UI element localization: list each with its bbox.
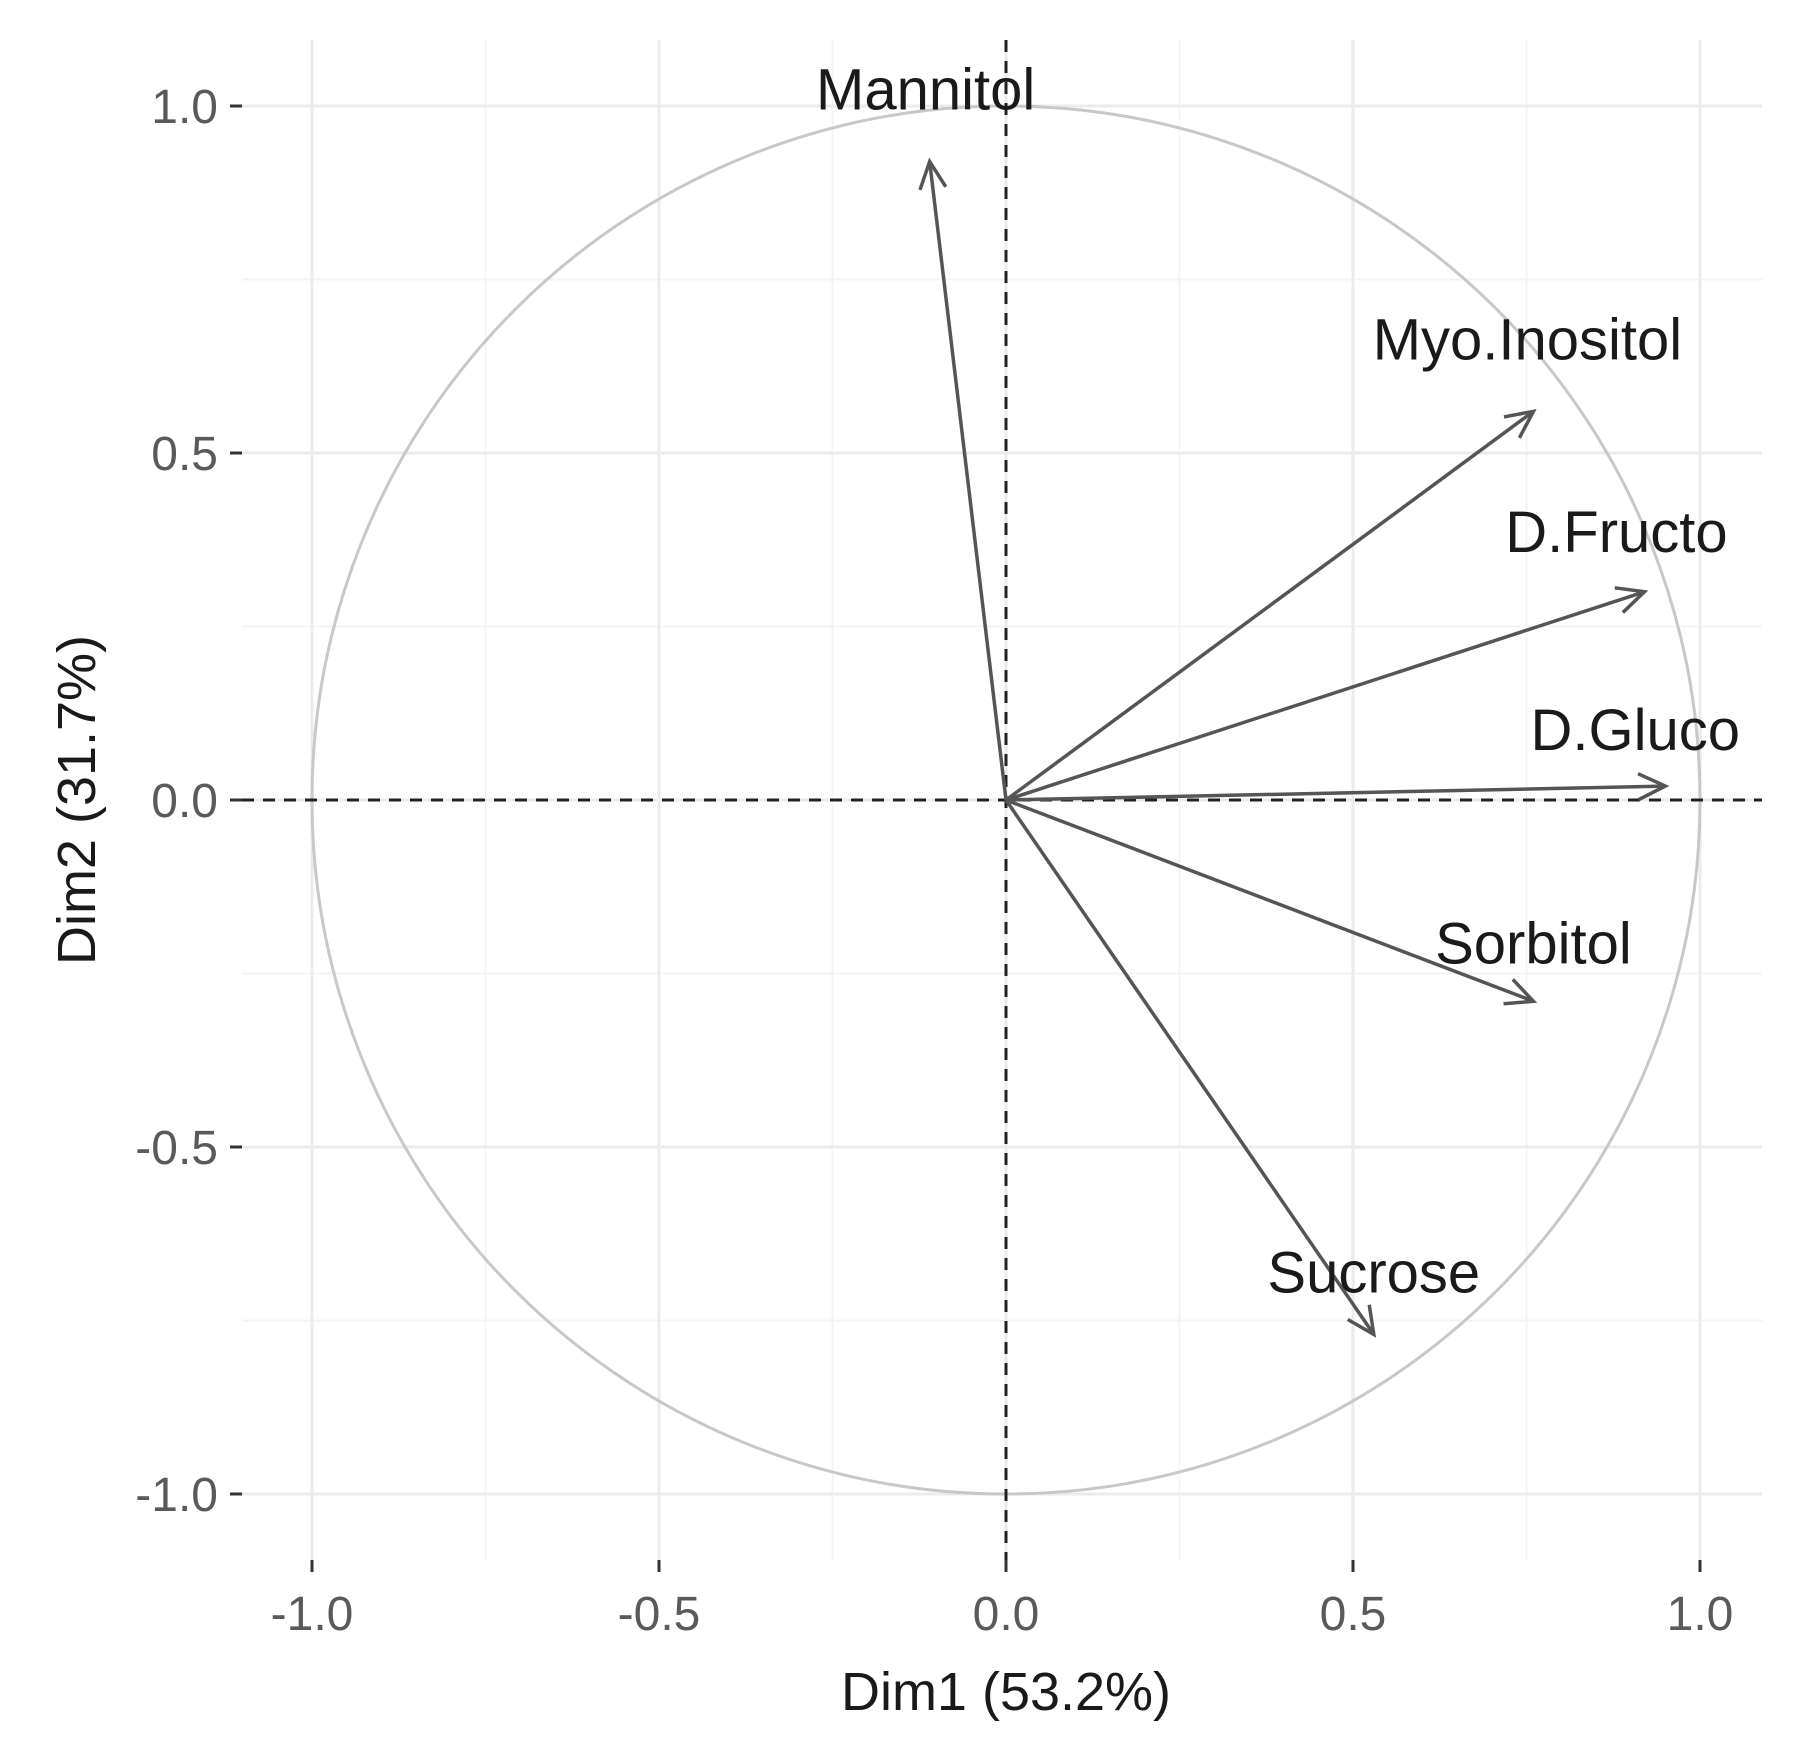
label-mannitol: Mannitol — [816, 58, 1035, 123]
x-tick-label: -0.5 — [618, 1588, 701, 1641]
label-sucrose: Sucrose — [1267, 1240, 1480, 1305]
y-tick-label: 0.0 — [151, 775, 218, 828]
y-axis: 1.0 0.5 0.0 -0.5 -1.0 — [135, 81, 242, 1522]
vector-myo-inositol — [1004, 409, 1535, 802]
vector-d-gluco — [1005, 784, 1666, 802]
y-tick-label: -0.5 — [135, 1122, 218, 1175]
vector-mannitol — [927, 161, 1008, 801]
x-axis: -1.0 -0.5 0.0 0.5 1.0 — [271, 1560, 1734, 1641]
x-tick-label: 0.0 — [973, 1588, 1040, 1641]
vector-sucrose — [1004, 799, 1376, 1336]
variable-labels: Mannitol Myo.Inositol D.Fructo D.Gluco Sorbi… — [816, 58, 1740, 1306]
label-sorbitol: Sorbitol — [1435, 911, 1632, 976]
y-axis-title: Dim2 (31.7%) — [47, 635, 107, 965]
x-tick-label: 0.5 — [1320, 1588, 1387, 1641]
label-myo-inositol: Myo.Inositol — [1373, 307, 1682, 372]
x-tick-label: -1.0 — [271, 1588, 354, 1641]
y-tick-label: -1.0 — [135, 1469, 218, 1522]
x-tick-label: 1.0 — [1667, 1588, 1734, 1641]
vector-sorbitol — [1005, 798, 1535, 1003]
arrowhead-d-gluco — [1637, 772, 1670, 802]
arrowhead-mannitol — [918, 157, 948, 191]
arrowhead-sorbitol — [1503, 978, 1538, 1006]
label-d-fructo: D.Fructo — [1505, 500, 1727, 565]
variable-vectors — [918, 157, 1670, 1338]
label-d-gluco: D.Gluco — [1531, 698, 1741, 763]
y-tick-label: 1.0 — [151, 81, 218, 134]
arrowhead-myo-inositol — [1503, 408, 1537, 439]
arrowhead-sucrose — [1346, 1304, 1377, 1338]
x-axis-title: Dim1 (53.2%) — [841, 1662, 1171, 1722]
vector-d-fructo — [1005, 590, 1646, 802]
y-tick-label: 0.5 — [151, 428, 218, 481]
arrowhead-d-fructo — [1614, 586, 1649, 614]
